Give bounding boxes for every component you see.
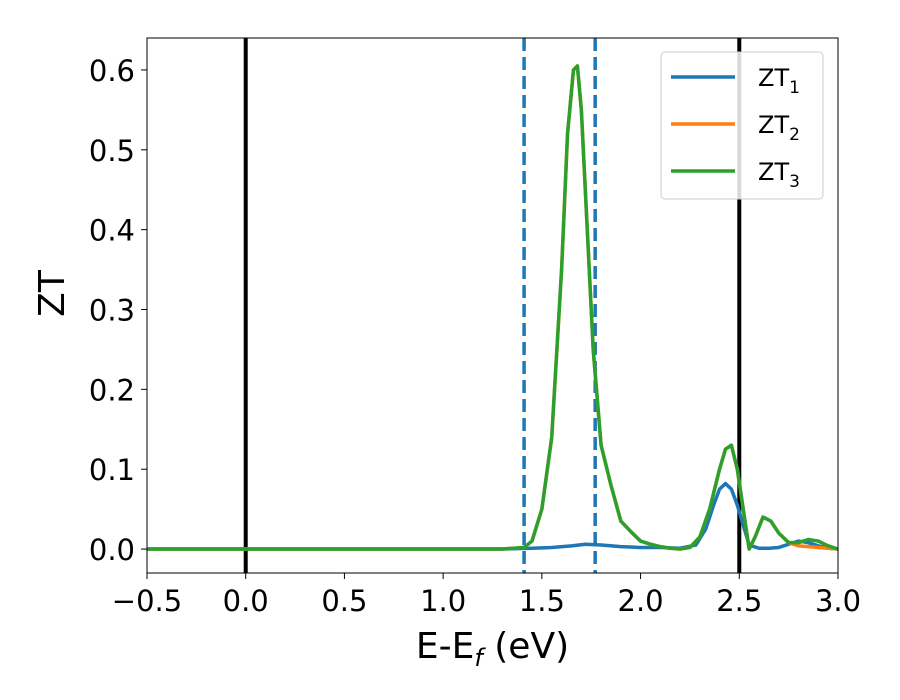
x-tick-label: −0.5 — [112, 584, 182, 618]
legend-label-zt3: ZT3 — [758, 158, 800, 192]
x-tick-label: 3.0 — [815, 584, 861, 618]
x-axis-title-main: E-E — [416, 626, 474, 667]
legend-label-zt2: ZT2 — [758, 111, 800, 145]
y-axis-title: ZT — [32, 269, 73, 317]
x-tick-label: 1.0 — [420, 584, 466, 618]
y-tick-label: 0.4 — [89, 214, 135, 248]
y-tick-label: 0.6 — [89, 54, 135, 88]
x-tick-label: 2.0 — [618, 584, 664, 618]
legend-box — [660, 51, 824, 200]
series-line-zt1 — [147, 481, 838, 551]
x-axis-title-suffix: (eV) — [483, 626, 569, 667]
y-tick-label: 0.1 — [89, 453, 135, 487]
y-tick-label: 0.0 — [89, 533, 135, 567]
plot-frame — [146, 37, 839, 574]
y-tick-label: 0.3 — [89, 293, 135, 327]
y-axis: 0.0 0.1 0.2 0.3 0.4 0.5 0.6 — [89, 54, 147, 567]
x-tick-label: 2.5 — [716, 584, 762, 618]
x-tick-label: 1.5 — [519, 584, 565, 618]
y-tick-label: 0.5 — [89, 134, 135, 168]
x-tick-label: 0.5 — [321, 584, 367, 618]
x-axis-title: E-Ef (eV) — [416, 626, 569, 672]
series-line-zt3 — [147, 64, 838, 551]
series-layer — [147, 64, 838, 551]
legend: ZT1 ZT2 ZT3 — [660, 51, 824, 200]
x-axis: −0.5 0.0 0.5 1.0 1.5 2.0 2.5 3.0 — [112, 573, 861, 618]
y-tick-label: 0.2 — [89, 373, 135, 407]
x-tick-label: 0.0 — [223, 584, 269, 618]
legend-label-zt1: ZT1 — [758, 64, 800, 98]
